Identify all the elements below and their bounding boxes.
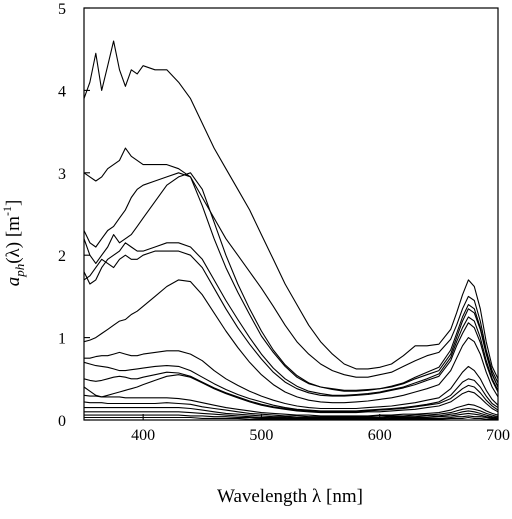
y-axis-title-arg: (λ) [m [3,216,24,264]
series-line-1 [83,40,499,380]
y-tick-label: 3 [58,166,66,183]
series-line-13 [83,401,499,418]
series-line-11 [83,374,499,414]
y-axis-title-subscript: ph [12,264,27,278]
x-tick-label: 600 [368,427,392,444]
series-layer [83,40,499,420]
y-axis-title-symbol: a [3,277,24,287]
y-tick-label: 2 [58,248,66,265]
series-line-5 [83,242,499,396]
y-tick-label: 5 [58,1,66,18]
y-axis-ticks: 0 1 2 3 4 5 [58,1,90,430]
y-tick-label: 1 [58,331,66,348]
x-axis-ticks: 400 500 600 700 [131,414,510,444]
series-line-8 [84,350,499,410]
x-tick-label: 500 [249,427,273,444]
series-line-15 [84,411,499,419]
y-axis-title-close: ] [3,200,24,206]
series-line-2 [83,147,499,384]
y-axis-title: aph(λ) [m-1] [0,200,27,287]
series-line-3 [83,172,499,391]
x-tick-label: 700 [486,427,510,444]
series-line-7 [83,279,499,404]
series-line-16 [84,414,499,420]
series-line-10 [83,371,499,413]
y-tick-label: 0 [58,413,66,430]
x-axis-title: Wavelength λ [nm] [217,486,363,507]
y-axis-title-superscript: -1 [0,206,14,216]
series-line-14 [84,407,499,419]
series-line-17 [84,416,498,420]
series-line-9 [83,361,499,412]
x-tick-label: 400 [131,427,155,444]
series-line-6 [83,250,499,397]
series-line-12 [83,394,499,417]
plot-frame [83,7,499,421]
y-tick-label: 4 [58,83,66,100]
series-line-4 [83,172,499,392]
